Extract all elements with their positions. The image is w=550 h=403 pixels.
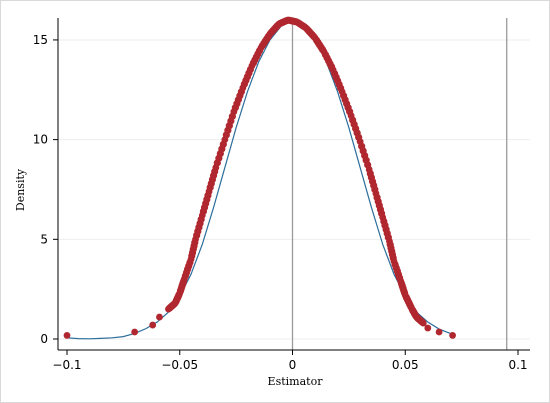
reference-lines xyxy=(291,18,508,350)
data-point-fill-13-5 xyxy=(228,112,236,120)
y-tick-label-1: 5 xyxy=(40,232,48,246)
data-point-fill-32-5 xyxy=(389,254,397,262)
x-tick-label-1: −0.05 xyxy=(161,358,198,372)
data-point-2 xyxy=(149,321,157,329)
data-point-fill-27-5 xyxy=(355,133,363,141)
data-point-fill-11-5 xyxy=(211,167,219,176)
data-point-fill-15-5 xyxy=(246,65,255,74)
data-point-fill-6-5 xyxy=(179,277,188,286)
data-point-fill-23-5 xyxy=(318,45,327,54)
data-point-fill-7-5 xyxy=(186,258,194,267)
data-point-fill-37-5 xyxy=(418,318,426,326)
data-point-fill-31-5 xyxy=(384,233,392,241)
data-point-fill-9-5 xyxy=(197,215,205,223)
data-point-fill-29-5 xyxy=(371,185,379,194)
x-tick-label-2: 0 xyxy=(289,358,297,372)
data-point-39 xyxy=(424,324,432,332)
x-axis-title: Estimator xyxy=(268,375,324,388)
x-tick-label-4: 0.1 xyxy=(508,358,527,372)
data-point-3 xyxy=(156,313,163,321)
x-tick-label-3: 0.05 xyxy=(392,358,419,372)
data-point-0 xyxy=(63,332,71,339)
data-point-fill-33-5 xyxy=(396,274,404,282)
x-tick-label-0: −0.1 xyxy=(52,358,81,372)
data-point-41 xyxy=(449,332,457,339)
y-tick-label-3: 15 xyxy=(33,33,48,47)
density-curve xyxy=(66,20,456,340)
data-point-fill-14-5 xyxy=(237,88,245,96)
data-point-fill-26-5 xyxy=(346,108,354,116)
axes xyxy=(57,18,530,351)
data-point-fill-28-5 xyxy=(364,161,372,169)
data-point-fill-8-5 xyxy=(191,239,199,247)
data-point-fill-30-5 xyxy=(377,209,386,217)
data-point-fill-16-5 xyxy=(255,47,264,55)
data-point-fill-12-5 xyxy=(219,140,227,148)
data-points xyxy=(63,16,457,339)
data-point-fill-24-5 xyxy=(327,63,336,71)
data-point-1 xyxy=(131,328,139,336)
ticks: −0.1 −0.05 0 0.05 0.1 0 5 10 15 xyxy=(33,33,528,372)
data-point-40 xyxy=(435,328,443,336)
data-point-fill-10-5 xyxy=(204,191,212,200)
series-line-1 xyxy=(66,20,456,340)
grid xyxy=(58,39,530,340)
y-axis-title: Density xyxy=(14,168,27,211)
y-tick-label-2: 10 xyxy=(33,133,48,147)
y-tick-label-0: 0 xyxy=(40,332,48,346)
data-point-fill-25-5 xyxy=(337,84,345,92)
